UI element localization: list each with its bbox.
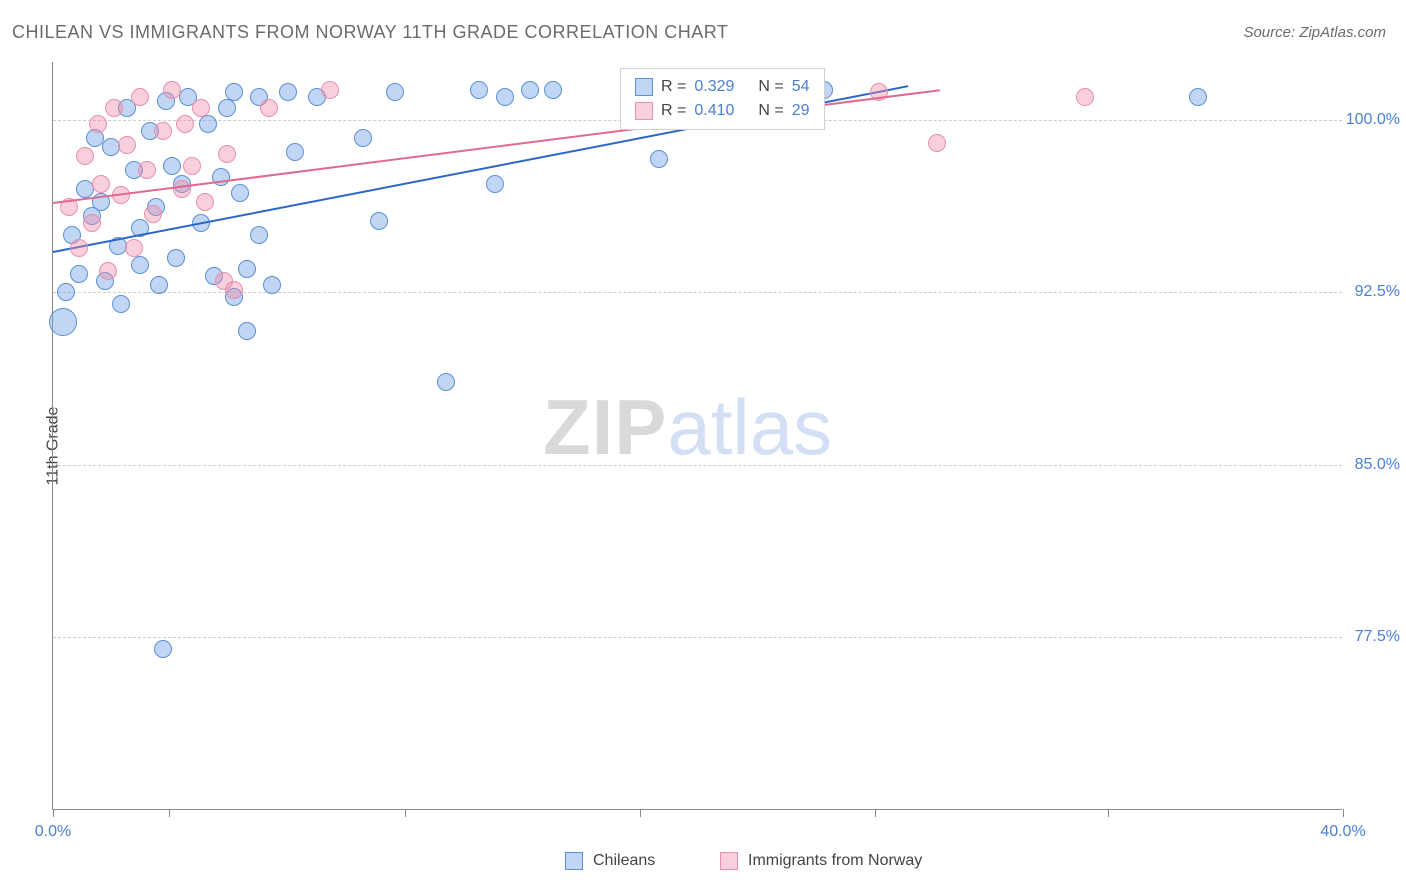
data-point-chileans [70,265,88,283]
data-point-norway [131,88,149,106]
x-tick [640,809,641,817]
data-point-chileans [486,175,504,193]
data-point-norway [125,239,143,257]
data-point-norway [218,145,236,163]
stats-R-label: R = [661,78,686,96]
data-point-chileans [370,212,388,230]
series-legend-chileans: Chileans [565,852,655,870]
y-tick-label: 92.5% [1355,283,1400,301]
data-point-chileans [279,83,297,101]
y-tick-label: 85.0% [1355,456,1400,474]
gridline [53,465,1342,466]
legend-label-norway: Immigrants from Norway [748,852,922,870]
x-tick [875,809,876,817]
data-point-norway [928,134,946,152]
stats-row-chileans: R = 0.329 N = 54 [635,75,810,99]
y-tick-label: 77.5% [1355,628,1400,646]
x-tick [169,809,170,817]
swatch-norway [720,852,738,870]
data-point-chileans [231,184,249,202]
data-point-chileans [354,129,372,147]
data-point-norway [154,122,172,140]
data-point-chileans [49,308,77,336]
series-legend-norway: Immigrants from Norway [720,852,922,870]
y-tick-label: 100.0% [1346,111,1400,129]
data-point-chileans [131,256,149,274]
data-point-norway [99,262,117,280]
x-tick [1108,809,1109,817]
data-point-norway [105,99,123,117]
data-point-chileans [437,373,455,391]
data-point-chileans [250,226,268,244]
data-point-chileans [521,81,539,99]
data-point-norway [260,99,278,117]
data-point-norway [196,193,214,211]
data-point-chileans [225,83,243,101]
data-point-norway [144,205,162,223]
stats-R-value: 0.329 [694,78,734,96]
stats-N-label: N = [758,78,783,96]
chart-title: CHILEAN VS IMMIGRANTS FROM NORWAY 11TH G… [12,22,728,43]
data-point-chileans [102,138,120,156]
data-point-norway [183,157,201,175]
data-point-norway [163,81,181,99]
data-point-norway [76,147,94,165]
data-point-chileans [1189,88,1207,106]
data-point-chileans [544,81,562,99]
data-point-chileans [386,83,404,101]
data-point-chileans [650,150,668,168]
data-point-chileans [218,99,236,117]
source-attribution: Source: ZipAtlas.com [1243,24,1386,41]
data-point-chileans [154,640,172,658]
stats-R-value: 0.410 [694,102,734,120]
data-point-norway [92,175,110,193]
data-point-chileans [238,322,256,340]
data-point-norway [138,161,156,179]
gridline [53,637,1342,638]
data-point-chileans [57,283,75,301]
data-point-chileans [150,276,168,294]
data-point-norway [70,239,88,257]
stats-R-label: R = [661,102,686,120]
data-point-chileans [167,249,185,267]
data-point-chileans [112,295,130,313]
data-point-chileans [238,260,256,278]
stats-N-label: N = [758,102,783,120]
data-point-chileans [199,115,217,133]
stats-swatch [635,102,653,120]
swatch-chileans [565,852,583,870]
data-point-norway [192,99,210,117]
watermark-zip: ZIP [543,383,667,471]
stats-N-value: 54 [792,78,810,96]
stats-swatch [635,78,653,96]
x-tick [1343,809,1344,817]
correlation-stats-legend: R = 0.329 N = 54 R = 0.410 N = 29 [620,68,825,130]
gridline [53,292,1342,293]
watermark: ZIPatlas [543,382,832,473]
x-tick-label: 0.0% [35,823,71,841]
data-point-norway [321,81,339,99]
data-point-norway [173,180,191,198]
x-tick-label: 40.0% [1320,823,1365,841]
data-point-chileans [263,276,281,294]
data-point-norway [225,281,243,299]
data-point-chileans [496,88,514,106]
data-point-norway [176,115,194,133]
watermark-atlas: atlas [667,383,832,471]
data-point-chileans [470,81,488,99]
data-point-norway [118,136,136,154]
data-point-chileans [286,143,304,161]
scatter-plot-area: ZIPatlas 77.5%85.0%92.5%100.0%0.0%40.0% [52,62,1342,810]
data-point-norway [83,214,101,232]
x-tick [53,809,54,817]
x-tick [405,809,406,817]
data-point-norway [89,115,107,133]
legend-label-chileans: Chileans [593,852,655,870]
data-point-norway [1076,88,1094,106]
stats-N-value: 29 [792,102,810,120]
data-point-chileans [163,157,181,175]
stats-row-norway: R = 0.410 N = 29 [635,99,810,123]
